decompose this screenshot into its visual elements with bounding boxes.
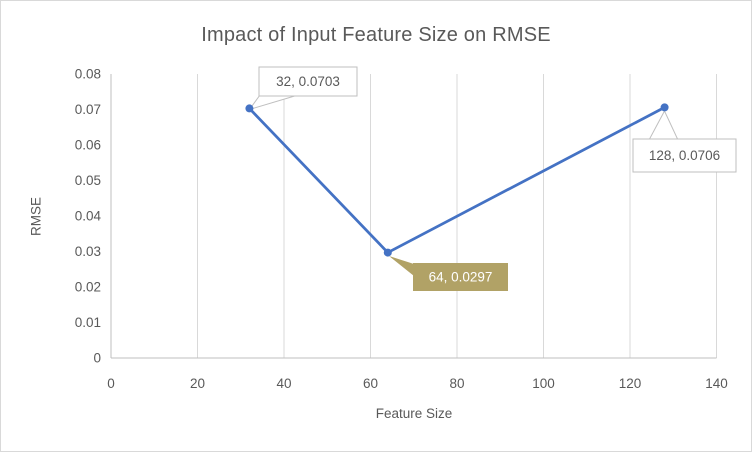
data-label-text: 64, 0.0297 [429,270,493,285]
y-tick-label: 0.01 [75,315,101,330]
y-tick-label: 0.05 [75,173,101,188]
x-tick-label: 140 [705,376,728,391]
x-tick-label: 0 [107,376,115,391]
data-label-text: 32, 0.0703 [276,74,340,89]
data-point-marker[interactable] [245,104,254,113]
data-point-marker[interactable] [383,248,392,257]
data-label-pointer [389,256,414,276]
x-axis-title[interactable]: Feature Size [375,406,453,421]
y-tick-label: 0.08 [75,67,101,82]
data-label-box[interactable] [413,263,508,291]
y-axis-title[interactable]: RMSE [28,196,44,236]
data-point-marker[interactable] [660,103,669,112]
x-tick-label: 80 [449,376,464,391]
x-tick-label: 40 [276,376,291,391]
chart-title[interactable]: Impact of Input Feature Size on RMSE [201,24,551,46]
x-tick-label: 100 [532,376,555,391]
y-tick-label: 0.03 [75,244,101,259]
x-tick-label: 120 [619,376,642,391]
y-tick-label: 0.07 [75,102,101,117]
data-label-pointer [248,94,299,111]
data-label-box[interactable] [258,66,358,97]
y-tick-label: 0 [93,351,101,366]
x-tick-label: 20 [190,376,205,391]
data-label-box[interactable] [632,138,737,173]
y-tick-label: 0.04 [75,209,102,224]
y-tick-label: 0.02 [75,280,101,295]
data-label-text: 128, 0.0706 [649,148,720,163]
y-tick-label: 0.06 [75,138,101,153]
data-label-pointer [648,109,679,141]
x-tick-label: 60 [363,376,378,391]
